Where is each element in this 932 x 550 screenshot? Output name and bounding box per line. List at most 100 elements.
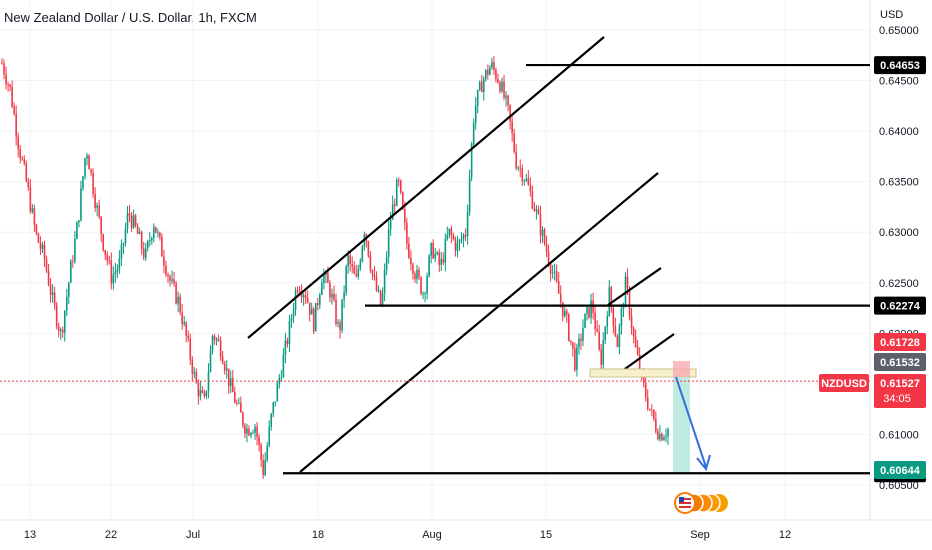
candle-body [100,216,102,235]
stop-zone[interactable] [673,361,690,377]
candle-body [57,326,60,332]
candle-body [148,240,151,242]
candle-body [563,310,566,317]
candle-body [296,290,299,292]
candle-body [266,445,268,461]
small-channel-upper-line[interactable] [607,267,662,306]
candle-body [323,275,325,284]
candle-body [646,397,649,409]
candle-body [173,279,175,283]
candle-body [513,133,515,152]
channel-upper-line[interactable] [247,36,605,339]
candle-body [428,255,430,277]
candle-body [102,234,105,251]
target-zone[interactable] [673,377,690,472]
candle-body [292,310,295,318]
candle-body [171,279,173,281]
support-zone[interactable] [589,368,697,378]
candle-body [335,299,337,324]
us-flag-stripe [679,506,691,508]
candle-body [90,169,92,173]
candle-body [406,222,408,244]
marker-stop-badge-label: 0.61728 [880,337,920,349]
price-tick-label: 0.64500 [879,76,919,88]
candle-body [308,302,311,315]
candlestick-series [1,56,669,480]
candle-body [638,354,641,372]
candle-body [294,290,297,311]
candle-body [499,82,501,92]
candle-body [59,329,62,332]
candle-body [586,307,588,314]
candle-body [620,308,623,326]
candle-body [466,211,469,237]
candle-body [72,261,74,263]
candle-body [505,95,507,98]
candle-body [561,301,564,317]
candle-body [165,265,167,275]
level-high-badge [874,56,926,75]
candle-body [420,277,422,294]
candle-body [181,312,183,325]
candle-body [316,303,319,305]
candle-body [470,144,473,178]
candle-body [659,433,661,440]
candle-body [298,290,301,294]
currency-label: USD [880,9,904,21]
candle-body [446,235,449,240]
candle-body [225,368,228,371]
candle-body [191,359,194,374]
candle-body [68,282,70,297]
candle-body [402,192,404,210]
candle-body [53,292,56,305]
candle-body [551,272,554,274]
candle-body [126,213,129,229]
candle-body [636,346,639,355]
time-tick-label: Aug [422,529,442,541]
candle-body [70,261,72,283]
economic-events[interactable] [674,492,728,514]
channel-lower-line[interactable] [299,172,659,473]
time-tick-label: Jul [186,529,200,541]
candle-body [549,264,552,274]
price-badges: 0.646530.622740.606160.617280.615320.606… [819,56,926,483]
candle-body [314,303,317,332]
candle-body [286,340,289,345]
candle-body [525,178,528,181]
marker-stop-badge [874,333,926,351]
candle-body [63,310,66,333]
candle-body [37,233,40,243]
candle-body [197,382,200,397]
small-channel-lower-line[interactable] [621,333,675,372]
candle-body [487,69,489,75]
us-flag-stripe [679,498,691,500]
candle-body [39,242,42,249]
candle-body [185,322,188,336]
projection-arrow[interactable] [675,376,707,468]
candle-body [161,236,163,257]
candle-body [169,276,171,281]
candle-body [357,268,360,277]
candle-body [146,241,149,249]
candle-body [138,232,141,234]
candle-body [545,243,548,252]
price-tick-label: 0.63500 [879,177,919,189]
candle-body [527,178,530,185]
candle-body [262,459,264,476]
price-axis[interactable]: 0.65000 0.64500 0.64000 0.63500 0.63000 0.625… [879,25,919,492]
candle-body [27,181,30,188]
time-axis[interactable]: 13 22 Jul 18 Aug 15 Sep 12 [24,529,791,541]
candle-body [236,402,238,404]
candle-body [221,356,224,364]
candle-body [282,354,285,378]
candle-body [665,436,667,438]
symbol-badge[interactable] [819,374,869,392]
candle-body [557,281,560,294]
candle-body [92,172,94,195]
candle-body [333,293,335,300]
candle-body [651,409,653,411]
candle-body [167,274,169,277]
candle-body [610,287,613,308]
candle-body [460,239,463,241]
